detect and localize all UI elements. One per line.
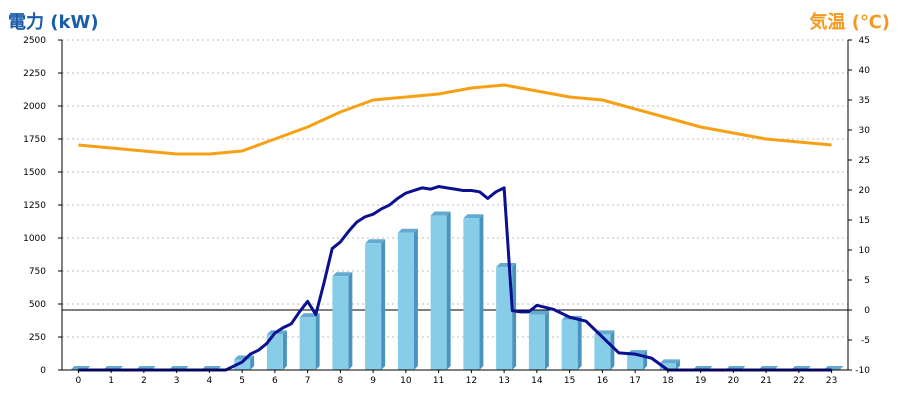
bar [397,232,414,370]
bar [266,334,283,370]
bar [430,215,447,370]
left-axis-title: 電力 (kW) [8,12,99,33]
right-axis-title: 気温 (℃) [809,12,890,33]
bar [561,319,578,370]
bar [496,267,513,370]
bar-side [315,313,320,370]
y2-tick-label: -10 [855,366,870,376]
x-tick-label: 23 [826,376,837,386]
bar-side [348,272,353,370]
bar [528,314,545,370]
y2-tick-label: 0 [864,306,870,316]
x-tick-label: 8 [338,376,344,386]
x-tick-label: 10 [400,376,412,386]
temperature-line-series [78,83,832,156]
y-tick-label: 2250 [23,69,46,79]
bar-side [446,211,451,370]
x-tick-label: 13 [498,376,509,386]
x-tick-label: 16 [597,376,609,386]
x-tick-label: 19 [695,376,707,386]
y-tick-label: 1000 [23,234,46,244]
y-tick-label: 1750 [23,135,46,145]
y2-tick-label: 10 [859,246,871,256]
x-tick-label: 6 [272,376,278,386]
bar-side [544,310,549,370]
bar [234,359,251,370]
x-tick-label: 18 [662,376,674,386]
bar [463,218,480,370]
bar-top [659,359,680,364]
x-tick-label: 14 [531,376,543,386]
bar-side [413,228,418,370]
bar-side [675,359,680,370]
bar-top [397,228,418,233]
x-tick-label: 2 [141,376,147,386]
x-tick-label: 3 [174,376,180,386]
bar [659,363,676,370]
bar-top [496,263,517,268]
bar-side [381,239,386,370]
bar-side [512,263,517,370]
x-tick-label: 11 [433,376,444,386]
bar [627,354,644,370]
y-tick-label: 500 [29,300,46,310]
y2-tick-label: 15 [859,216,870,226]
y2-tick-label: 40 [859,66,871,76]
y-tick-label: 1500 [23,168,46,178]
x-tick-label: 22 [793,376,804,386]
y-tick-label: 2500 [23,36,46,46]
y2-tick-label: 35 [859,96,870,106]
y2-tick-label: -5 [861,336,870,346]
bar-side [282,330,287,370]
bar [594,334,611,370]
y-tick-label: 2000 [23,102,46,112]
x-tick-label: 5 [239,376,245,386]
x-tick-label: 0 [76,376,82,386]
bar-top [430,211,451,216]
bar-top [365,239,386,244]
x-tick-label: 1 [108,376,114,386]
y2-tick-label: 45 [859,36,870,46]
bar [332,276,349,370]
y-tick-label: 750 [29,267,46,277]
bar [299,317,316,370]
bar-side [577,315,582,370]
x-tick-label: 4 [207,376,213,386]
x-tick-label: 21 [760,376,771,386]
x-tick-label: 17 [629,376,640,386]
x-tick-label: 12 [466,376,477,386]
y-tick-label: 1250 [23,201,46,211]
bar-side [610,330,615,370]
y-tick-label: 250 [29,333,46,343]
x-tick-label: 15 [564,376,575,386]
bar-side [250,355,255,370]
x-tick-label: 9 [370,376,376,386]
bar-side [479,214,484,370]
x-tick-label: 7 [305,376,311,386]
y2-tick-label: 20 [859,186,871,196]
bar-top [332,272,353,277]
y2-tick-label: 25 [859,156,870,166]
y2-tick-label: 30 [859,126,871,136]
bar-top [463,214,484,219]
power-line-series [78,185,832,372]
bar-top [528,310,549,315]
y-tick-label: 0 [40,366,46,376]
y2-tick-label: 5 [864,276,870,286]
x-tick-label: 20 [728,376,740,386]
bar [365,243,382,370]
